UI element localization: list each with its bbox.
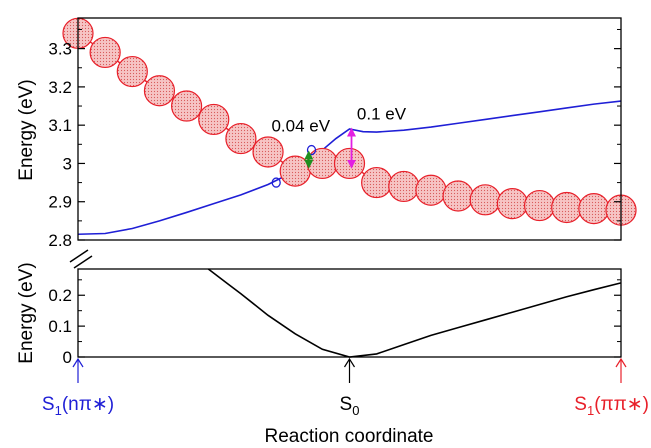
lower-plot-frame <box>77 268 622 358</box>
gap-label-01: 0.1 eV <box>357 105 407 124</box>
y-tick-label: 3.3 <box>48 40 72 59</box>
y-tick-label: 3.2 <box>48 78 72 97</box>
state-label: S1(ππ∗) <box>574 394 649 418</box>
upper-plot-content: 0.04 eV 0.1 eV <box>62 17 637 236</box>
data-point-pipi <box>442 180 474 212</box>
axis-break-mark <box>69 249 93 269</box>
data-point-pipi <box>116 55 148 88</box>
marker-arrow-head <box>343 357 356 368</box>
crossing-marker <box>271 177 281 188</box>
marker-arrow-head <box>615 357 627 368</box>
upper-y-axis-title: Energy (eV) <box>16 79 37 180</box>
y-tick-label: 0 <box>63 348 72 367</box>
data-point-pipi <box>415 174 447 206</box>
data-point-pipi <box>361 166 393 199</box>
y-tick-label: 2.9 <box>48 193 72 212</box>
series-line-s0 <box>207 268 622 358</box>
gap-label-004: 0.04 eV <box>271 116 330 135</box>
y-tick-label: 0.2 <box>48 286 72 305</box>
data-point-pipi <box>523 189 556 222</box>
upper-y-ticks: 2.8 2.9 3 3.1 3.2 3.3 <box>48 28 621 250</box>
y-tick-label: 3 <box>63 154 72 173</box>
data-point-pipi <box>578 193 610 225</box>
data-point-pipi <box>333 147 366 180</box>
data-point-pipi <box>469 184 501 216</box>
upper-panel: 0.04 eV 0.1 eV 2.8 2.9 3 3.1 3.2 3.3 Energy (e… <box>16 17 637 269</box>
data-point-pipi <box>496 188 529 220</box>
y-tick-label: 2.8 <box>48 231 72 250</box>
lower-panel: 0 0.1 0.2 Energy (eV) S1(nπ∗) S0 S1(ππ∗) Rea… <box>16 262 649 447</box>
reaction-point-markers: S1(nπ∗) S0 S1(ππ∗) <box>42 357 649 418</box>
data-point-pipi <box>143 75 176 107</box>
x-axis-title: Reaction coordinate <box>265 426 434 447</box>
state-label: S0 <box>340 394 360 418</box>
data-point-pipi <box>388 170 420 203</box>
y-tick-label: 3.1 <box>48 116 72 135</box>
data-point-pipi <box>225 122 257 155</box>
state-label: S1(nπ∗) <box>42 394 114 418</box>
data-point-pipi <box>306 147 338 180</box>
series-line-pipi <box>77 32 622 211</box>
data-point-pipi <box>252 136 284 168</box>
series-line-npi <box>77 100 622 236</box>
data-point-pipi <box>279 155 311 187</box>
upper-plot-frame <box>77 17 622 241</box>
data-point-pipi <box>171 90 203 122</box>
data-point-pipi <box>551 191 583 224</box>
lower-plot-content <box>207 268 622 358</box>
marker-arrow-head <box>72 357 84 368</box>
data-point-pipi <box>89 36 121 69</box>
data-point-pipi <box>198 103 230 136</box>
y-tick-label: 0.1 <box>48 317 72 336</box>
lower-y-axis-title: Energy (eV) <box>16 262 37 363</box>
lower-y-ticks: 0 0.1 0.2 <box>48 279 621 367</box>
